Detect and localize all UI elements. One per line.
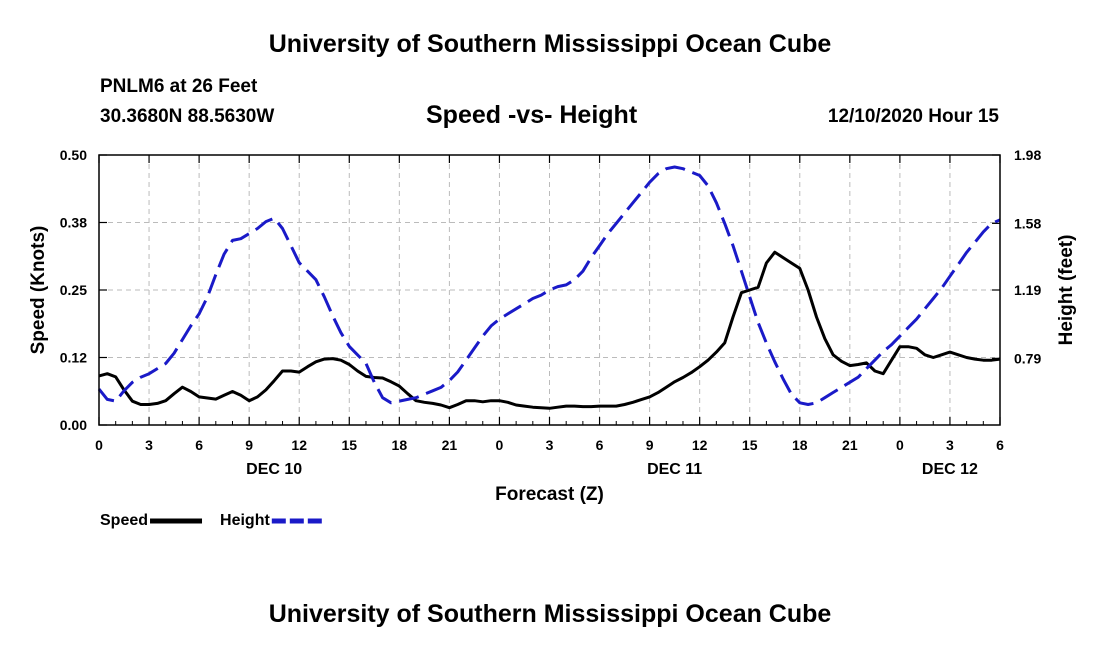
x-tick-label: 12 [291, 437, 307, 453]
x-tick-label: 18 [792, 437, 808, 453]
x-tick-label: 6 [195, 437, 203, 453]
x-tick-label: 0 [95, 437, 103, 453]
x-tick-label: 21 [842, 437, 858, 453]
date-label: DEC 11 [647, 461, 702, 478]
forecast-datetime: 12/10/2020 Hour 15 [827, 106, 999, 127]
x-tick-label: 0 [896, 437, 904, 453]
x-tick-label: 9 [646, 437, 654, 453]
x-tick-label: 15 [742, 437, 758, 453]
y-left-tick-label: 0.12 [60, 350, 87, 366]
footer-title: University of Southern Mississippi Ocean… [268, 600, 832, 628]
coordinates-label: 30.3680N 88.5630W [100, 106, 275, 127]
x-tick-label: 6 [996, 437, 1004, 453]
x-tick-label: 0 [496, 437, 504, 453]
y-left-tick-label: 0.00 [60, 417, 87, 433]
x-tick-label: 15 [341, 437, 357, 453]
legend-height-label: Height [220, 512, 270, 529]
x-tick-label: 3 [946, 437, 954, 453]
y-left-tick-label: 0.25 [60, 282, 87, 298]
x-tick-label: 9 [245, 437, 253, 453]
x-tick-label: 21 [442, 437, 458, 453]
x-axis-label: Forecast (Z) [495, 484, 604, 505]
height-series-line [97, 165, 1001, 406]
y-left-axis-label: Speed (Knots) [28, 226, 49, 355]
y-right-axis-label: Height (feet) [1056, 235, 1077, 346]
station-label: PNLM6 at 26 Feet [100, 76, 258, 97]
date-label: DEC 10 [246, 461, 302, 478]
y-left-tick-label: 0.38 [60, 215, 87, 231]
legend-speed-label: Speed [100, 512, 148, 529]
x-tick-label: 12 [692, 437, 708, 453]
x-tick-label: 6 [596, 437, 604, 453]
y-left-tick-label: 0.50 [60, 147, 87, 163]
y-right-tick-label: 0.79 [1014, 350, 1041, 366]
chart-title: Speed -vs- Height [426, 101, 638, 129]
x-tick-label: 18 [392, 437, 408, 453]
x-tick-label: 3 [145, 437, 153, 453]
speed-series-line [98, 250, 1001, 410]
y-right-tick-label: 1.58 [1014, 215, 1041, 231]
y-right-tick-label: 1.19 [1014, 282, 1041, 298]
page-title: University of Southern Mississippi Ocean… [268, 30, 832, 58]
x-tick-label: 3 [546, 437, 554, 453]
y-right-tick-label: 1.98 [1014, 147, 1041, 163]
date-label: DEC 12 [922, 461, 978, 478]
